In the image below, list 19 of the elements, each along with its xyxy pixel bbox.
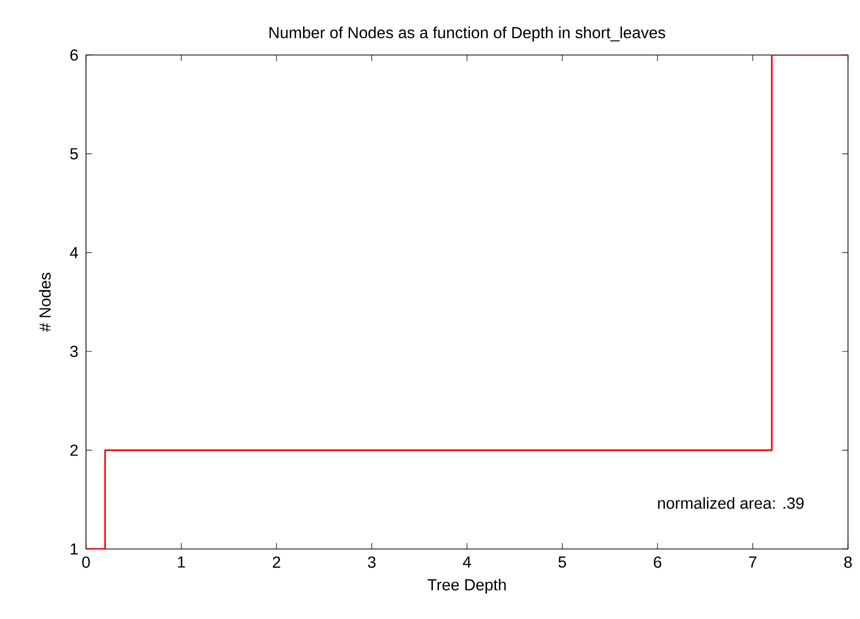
y-tick-label: 5 (70, 148, 78, 160)
y-tick-label: 1 (70, 543, 78, 554)
x-tick-label: 5 (558, 556, 566, 568)
x-tick-label: 4 (462, 556, 471, 568)
chart-title: Number of Nodes as a function of Depth in short_leaves (270, 26, 666, 42)
x-tick-label: 7 (749, 556, 756, 568)
y-tick-label: 3 (70, 346, 78, 358)
y-tick-label: 4 (70, 247, 78, 258)
x-tick-label: 1 (178, 556, 185, 568)
y-axis-title: # Nodes (38, 272, 51, 332)
x-axis-title: Tree Depth (428, 578, 506, 594)
x-tick-label: 6 (654, 556, 662, 568)
annotation: normalized area: .39 (658, 497, 804, 509)
x-tick-label: 0 (82, 556, 90, 568)
x-tick-label: 8 (844, 556, 852, 568)
x-tick-label: 3 (368, 556, 376, 568)
x-tick-label: 2 (272, 556, 280, 568)
y-tick-label: 2 (70, 444, 78, 456)
y-tick-label: 6 (70, 49, 78, 61)
